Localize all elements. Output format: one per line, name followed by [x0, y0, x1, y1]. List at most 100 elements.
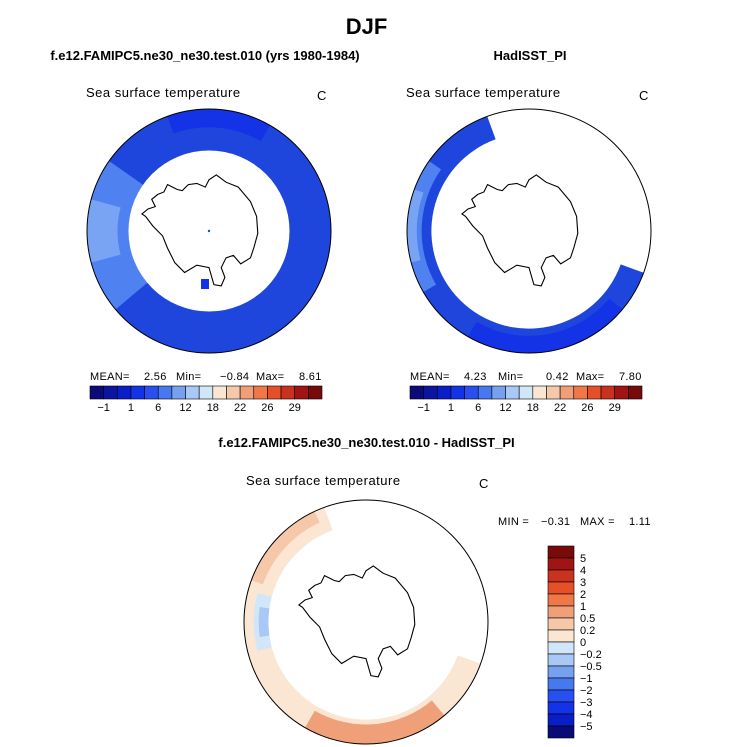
panel2-colorbar-label: 12: [499, 402, 511, 414]
panel3-colorbar-box: [547, 653, 575, 667]
panel3-colorbar-label: −2: [580, 685, 593, 697]
panel1-west-warm-band: [87, 159, 152, 311]
panel1-colorbar-box: [116, 385, 132, 400]
panel1-mean-label: MEAN=: [90, 371, 130, 383]
panel2-colorbar-box: [573, 385, 588, 400]
panel1-colorbar-box: [253, 385, 268, 400]
panel1-colorbar-box: [89, 385, 104, 400]
panel3-south-positive: [304, 700, 446, 744]
panel2-field: [407, 114, 646, 353]
panel1-sst-field: [87, 109, 331, 353]
panel2-colorbar-box: [546, 385, 561, 400]
panel1-colorbar-box: [130, 385, 145, 400]
main-title: DJF: [345, 14, 388, 39]
panel3-colorbar-label: −5: [580, 721, 593, 733]
panel3-colorbar-box: [547, 689, 575, 703]
panel1-max-label: Max=: [256, 371, 285, 383]
panel1-ice-zone: [128, 150, 290, 312]
panel2-mean-value: 4.23: [464, 371, 487, 383]
panel3-colorbar-box: [547, 569, 575, 583]
panel1-antarctica-coast: [140, 174, 259, 287]
panel3-colorbar-label: −4: [580, 709, 593, 721]
panel2-min-label: Min=: [498, 371, 524, 383]
panel1-ice-patch: [201, 279, 209, 289]
panel3-west-negative-core: [258, 607, 270, 637]
panel2-max-label: Max=: [576, 371, 605, 383]
panel2-map: [406, 108, 652, 354]
panel2-colorbar-box: [600, 385, 616, 400]
panel2-unit: C: [639, 88, 649, 103]
panel3-colorbar-label: 3: [580, 577, 586, 589]
panel3-max-label: MAX =: [580, 516, 615, 528]
panel1-colorbar-label: 1: [128, 402, 134, 414]
panel1-min-label: Min=: [176, 371, 202, 383]
panel3-colorbar-box: [547, 701, 575, 715]
panel3-unit: C: [479, 476, 489, 491]
panel2-colorbar-box: [614, 385, 629, 400]
panel3-colorbar-box: [547, 713, 575, 727]
panel1-field: [87, 109, 331, 353]
panel3-colorbar-box: [547, 605, 575, 619]
panel1-unit: C: [317, 88, 327, 103]
panel3-colorbar-label: 0.5: [580, 613, 595, 625]
panel1-max-value: 8.61: [299, 371, 322, 383]
panel1-north-band: [166, 109, 271, 142]
panel2-map-border: [406, 108, 652, 354]
panel2-colorbar-label: 1: [448, 402, 454, 414]
panel1-map: [86, 108, 332, 354]
panel2-colorbar-label: 22: [554, 402, 566, 414]
panel2-colorbar-box: [491, 385, 506, 400]
panel3-subtitle: f.e12.FAMIPC5.ne30_ne30.test.010 - HadIS…: [218, 435, 515, 450]
panel1-colorbar-box: [171, 385, 186, 400]
panel1-mean-value: 2.56: [144, 371, 167, 383]
panel1-plot-title: Sea surface temperature: [86, 85, 241, 100]
panel1-colorbar-box: [212, 385, 227, 400]
panel1-colorbar-box: [280, 385, 296, 400]
panel2-colorbar-label: 18: [527, 402, 539, 414]
panel1-colorbar-label: 12: [179, 402, 191, 414]
panel2-colorbar-box: [450, 385, 465, 400]
panel3-colorbar-box: [547, 581, 575, 595]
panel3-colorbar-label: 2: [580, 589, 586, 601]
panel3-colorbar-label: −1: [580, 673, 593, 685]
panel3-colorbar-label: 4: [580, 565, 586, 577]
panel1-colorbar-box: [185, 385, 200, 400]
panel1-colorbar-box: [103, 385, 118, 400]
panel1-colorbar-label: −1: [97, 402, 110, 414]
panel2-colorbar-label: 26: [581, 402, 593, 414]
panel2-colorbar-box: [409, 385, 424, 400]
panel2-colorbar-box: [477, 385, 493, 400]
panel3-colorbar-box: [547, 641, 575, 655]
panel3-colorbar-box: [547, 617, 575, 631]
panel3-min-label: MIN =: [498, 516, 530, 528]
panel1-colorbar-label: 22: [234, 402, 246, 414]
panel3-field: [244, 505, 483, 744]
panel1-colorbar-box: [267, 385, 282, 400]
panel2-max-value: 7.80: [619, 371, 642, 383]
panel3-colorbar-box: [547, 677, 575, 691]
panel1-min-value: −0.84: [220, 371, 250, 383]
panel2-colorbar-label: 29: [609, 402, 621, 414]
panel1-map-border: [86, 108, 332, 354]
panel3-northwest-positive: [249, 509, 320, 585]
panel3-colorbar-label: −0.5: [580, 661, 602, 673]
panel3-colorbar-label: −0.2: [580, 649, 602, 661]
panel3-antarctica-coast: [297, 565, 416, 678]
panel3-plot-title: Sea surface temperature: [246, 473, 401, 488]
panel2-colorbar-box: [628, 385, 643, 400]
panel1-colorbar-box: [198, 385, 214, 400]
panel3-colorbar-box: [547, 725, 575, 739]
panel3-colorbar-box: [547, 557, 575, 571]
panel1-colorbar-label: 29: [289, 402, 301, 414]
panel2-colorbar-box: [464, 385, 479, 400]
panel3-map-border: [243, 499, 489, 745]
panel3-colorbar-label: 0: [580, 637, 586, 649]
panel3-colorbar-box: [547, 629, 575, 643]
panel3-colorbar-label: 1: [580, 601, 586, 613]
panel2-antarctica-coast: [460, 174, 579, 287]
panel2-colorbar-box: [518, 385, 534, 400]
panel2-colorbar-label: −1: [417, 402, 430, 414]
panel2-min-value: 0.42: [546, 371, 569, 383]
panel2-plot-title: Sea surface temperature: [406, 85, 561, 100]
